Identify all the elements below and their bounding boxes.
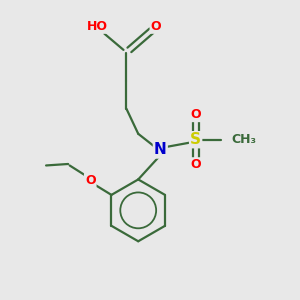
Text: O: O — [151, 20, 161, 33]
Text: N: N — [154, 142, 167, 158]
Text: O: O — [85, 174, 96, 187]
Text: O: O — [190, 108, 201, 121]
Text: O: O — [190, 158, 201, 171]
Text: S: S — [190, 132, 201, 147]
Text: HO: HO — [86, 20, 107, 33]
Text: CH₃: CH₃ — [231, 133, 256, 146]
